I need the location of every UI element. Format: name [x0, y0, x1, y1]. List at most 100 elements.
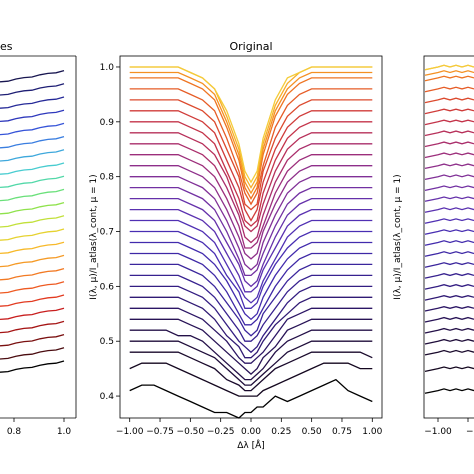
left-panel: es 0.8 1.0 — [0, 40, 77, 437]
right-panel-line-25 — [424, 108, 474, 115]
left-panel-line-21 — [0, 96, 65, 109]
series-line-28 — [129, 77, 373, 200]
left-panel-line-6 — [0, 294, 65, 307]
right-panel-line-29 — [424, 70, 474, 76]
left-panel-line-17 — [0, 149, 65, 162]
left-panel-line-1 — [0, 360, 65, 373]
left-panel-line-3 — [0, 333, 65, 347]
right-panel-line-16 — [424, 207, 474, 213]
series-line-23 — [129, 132, 373, 233]
left-panel-line-9 — [0, 254, 65, 268]
y-tick-label: 0.5 — [100, 337, 114, 347]
right-panel-xtick-label: −0. — [466, 427, 474, 437]
left-panel-line-19 — [0, 122, 65, 136]
series-line-13 — [129, 241, 373, 321]
left-panel-lines — [0, 69, 65, 373]
series-line-21 — [129, 154, 373, 249]
x-tick-label: 0.25 — [271, 427, 291, 437]
right-panel-line-15 — [424, 218, 474, 224]
series-line-5 — [129, 329, 373, 381]
series-line-18 — [129, 186, 373, 277]
left-panel-xtick-label: 1.0 — [57, 427, 72, 437]
right-panel-line-7 — [424, 306, 474, 312]
series-line-17 — [129, 197, 373, 288]
series-line-29 — [129, 71, 373, 195]
x-ticks: −1.00 −0.75 −0.50 −0.25 0.00 0.25 0.50 0.75 1.00 — [116, 418, 383, 437]
right-panel-line-23 — [424, 130, 474, 137]
right-panel-lines — [424, 64, 474, 394]
series-line-20 — [129, 165, 373, 260]
series-line-16 — [129, 208, 373, 293]
right-panel-line-31 — [424, 64, 474, 71]
series-line-6 — [129, 318, 373, 375]
left-panel-xtick-label: 0.8 — [7, 427, 22, 437]
y-tick-label: 0.4 — [100, 392, 115, 402]
left-panel-line-22 — [0, 83, 65, 96]
left-panel-line-13 — [0, 201, 65, 215]
main-chart: Original −1.00 −0.75 −0.50 −0.25 0.00 0.25 0.5… — [89, 40, 383, 451]
right-panel-line-17 — [424, 196, 474, 202]
chart-title: Original — [229, 40, 272, 53]
right-panel-line-8 — [424, 295, 474, 301]
right-panel: −1.00 −0. I(λ, μ)/I_atlas(λ_cont, μ = 1) — [393, 55, 474, 437]
right-panel-line-19 — [424, 174, 474, 181]
left-panel-line-15 — [0, 175, 65, 189]
right-panel-line-21 — [424, 152, 474, 159]
right-panel-line-1 — [424, 388, 474, 394]
right-panel-frame — [423, 55, 474, 419]
series-line-15 — [129, 219, 373, 304]
left-panel-line-23 — [0, 69, 65, 83]
left-panel-line-5 — [0, 307, 65, 321]
series-line-22 — [129, 143, 373, 244]
left-panel-line-7 — [0, 281, 65, 294]
left-panel-line-14 — [0, 188, 65, 202]
left-panel-line-11 — [0, 228, 65, 241]
right-panel-y-axis-label: I(λ, μ)/I_atlas(λ_cont, μ = 1) — [393, 174, 403, 299]
y-tick-label: 1.0 — [100, 63, 115, 73]
series-lines — [129, 66, 373, 419]
right-panel-line-2 — [424, 366, 474, 373]
left-panel-title: es — [0, 40, 13, 53]
left-panel-line-10 — [0, 241, 65, 255]
x-axis-label: Δλ [Å] — [237, 439, 265, 451]
series-line-3 — [129, 351, 373, 392]
y-axis-label: I(λ, μ)/I_atlas(λ_cont, μ = 1) — [89, 174, 99, 299]
right-panel-line-12 — [424, 251, 474, 257]
series-line-9 — [129, 285, 373, 354]
y-tick-label: 0.7 — [100, 228, 114, 238]
y-ticks: 0.4 0.5 0.6 0.7 0.8 0.9 1.0 — [100, 63, 120, 402]
series-line-8 — [129, 296, 373, 359]
series-line-24 — [129, 121, 373, 227]
x-tick-label: −0.25 — [207, 427, 235, 437]
right-panel-xtick-label: −1.00 — [424, 427, 452, 437]
series-line-19 — [129, 176, 373, 271]
right-panel-line-18 — [424, 185, 474, 192]
right-panel-line-27 — [424, 86, 474, 93]
left-panel-line-2 — [0, 347, 65, 360]
right-panel-line-26 — [424, 97, 474, 104]
x-tick-label: 0.00 — [241, 427, 261, 437]
y-tick-label: 0.6 — [100, 282, 115, 292]
series-line-2 — [129, 362, 373, 397]
right-panel-line-4 — [424, 338, 474, 345]
x-tick-label: 0.50 — [302, 427, 322, 437]
right-panel-line-6 — [424, 316, 474, 323]
series-line-12 — [129, 252, 373, 326]
x-tick-label: −1.00 — [116, 427, 144, 437]
right-panel-line-10 — [424, 273, 474, 279]
series-line-4 — [129, 340, 373, 386]
y-tick-label: 0.9 — [100, 118, 115, 128]
x-tick-label: −0.50 — [177, 427, 205, 437]
right-panel-line-14 — [424, 229, 474, 235]
series-line-26 — [129, 99, 373, 211]
x-tick-label: 0.75 — [332, 427, 352, 437]
series-line-25 — [129, 110, 373, 222]
series-line-30 — [129, 66, 373, 189]
left-panel-line-18 — [0, 135, 65, 149]
series-line-11 — [129, 263, 373, 337]
left-panel-line-16 — [0, 162, 65, 175]
series-line-1 — [129, 378, 373, 419]
right-panel-line-28 — [424, 75, 474, 82]
right-panel-line-13 — [424, 240, 474, 246]
